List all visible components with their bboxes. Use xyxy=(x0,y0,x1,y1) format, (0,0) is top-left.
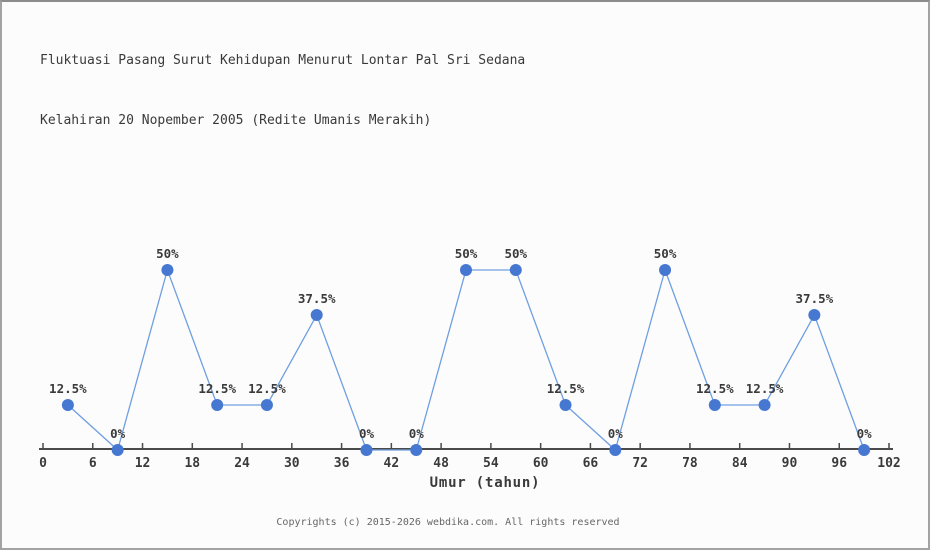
x-tick-label: 24 xyxy=(234,456,250,471)
x-tick-label: 30 xyxy=(284,456,300,471)
x-tick-label: 60 xyxy=(533,456,549,471)
x-tick-label: 48 xyxy=(433,456,449,471)
point-value-label: 37.5% xyxy=(298,291,336,306)
data-point xyxy=(460,264,472,276)
x-axis-title: Umur (tahun) xyxy=(429,475,541,491)
data-point xyxy=(609,444,622,456)
point-value-label: 12.5% xyxy=(746,381,784,396)
chart-title: Fluktuasi Pasang Surut Kehidupan Menurut… xyxy=(40,11,525,171)
x-tick-label: 36 xyxy=(334,456,350,471)
copyright-text: Copyrights (c) 2015-2026 webdika.com. Al… xyxy=(276,517,620,528)
data-point xyxy=(758,399,771,411)
point-value-label: 12.5% xyxy=(547,381,585,396)
x-tick-label: 54 xyxy=(483,456,499,471)
point-value-label: 0% xyxy=(409,426,425,441)
x-tick-label: 72 xyxy=(632,456,648,471)
point-value-label: 12.5% xyxy=(198,381,236,396)
data-point xyxy=(111,444,124,456)
data-point xyxy=(708,399,721,411)
point-value-label: 12.5% xyxy=(49,381,87,396)
point-value-label: 0% xyxy=(359,426,375,441)
data-point xyxy=(808,309,821,321)
point-value-label: 12.5% xyxy=(696,381,734,396)
point-value-label: 50% xyxy=(156,246,179,261)
x-tick-label: 12 xyxy=(135,456,151,471)
data-point xyxy=(559,399,572,411)
point-value-label: 50% xyxy=(504,246,527,261)
x-tick-label: 78 xyxy=(682,456,698,471)
data-point xyxy=(161,264,174,276)
x-tick-label: 84 xyxy=(732,456,748,471)
data-point xyxy=(211,399,224,411)
data-point xyxy=(260,399,273,411)
chart-title-line1: Fluktuasi Pasang Surut Kehidupan Menurut… xyxy=(40,53,526,68)
point-value-label: 0% xyxy=(608,426,624,441)
point-value-label: 0% xyxy=(857,426,873,441)
data-point xyxy=(410,444,423,456)
data-point xyxy=(310,309,323,321)
x-tick-label: 6 xyxy=(89,456,97,471)
x-tick-label: 0 xyxy=(39,456,47,471)
x-tick-label: 18 xyxy=(184,456,200,471)
x-tick-label: 42 xyxy=(384,456,400,471)
x-tick-label: 90 xyxy=(782,456,798,471)
x-tick-label: 66 xyxy=(583,456,599,471)
chart-title-line2: Kelahiran 20 Nopember 2005 (Redite Umani… xyxy=(40,113,432,128)
point-value-label: 12.5% xyxy=(248,381,286,396)
data-point xyxy=(509,264,522,276)
point-value-label: 50% xyxy=(455,246,478,261)
data-point xyxy=(858,444,871,456)
series-line xyxy=(67,267,865,452)
x-tick-label: 96 xyxy=(831,456,847,471)
point-value-label: 50% xyxy=(654,246,677,261)
data-point xyxy=(659,264,672,276)
data-point xyxy=(360,444,373,456)
x-tick-label: 102 xyxy=(877,456,900,471)
point-value-label: 0% xyxy=(110,426,126,441)
point-value-label: 37.5% xyxy=(796,291,834,306)
data-point xyxy=(61,399,74,411)
